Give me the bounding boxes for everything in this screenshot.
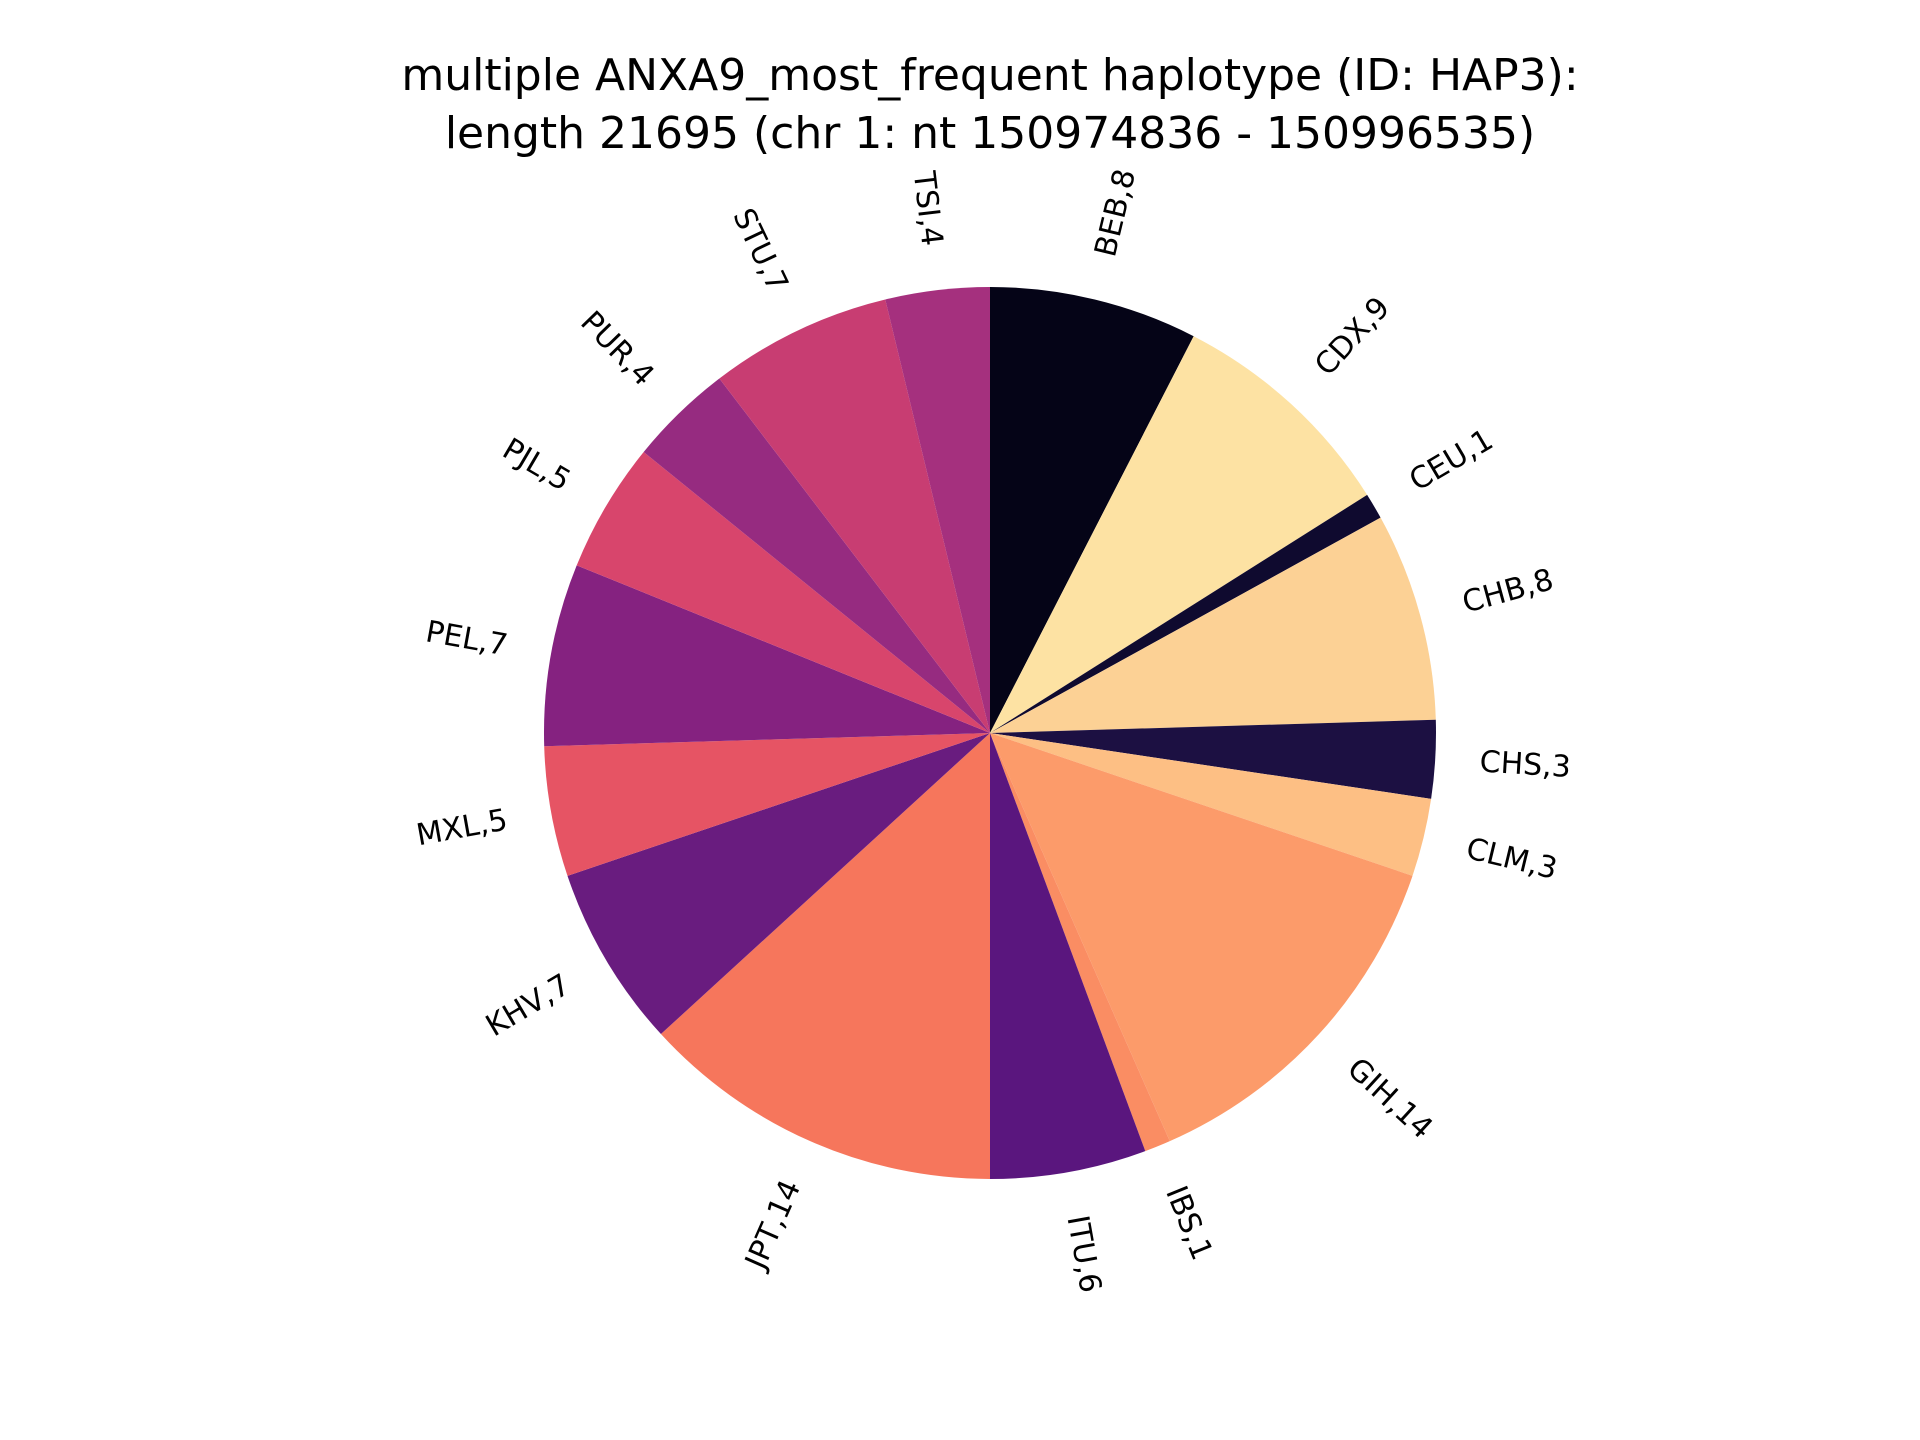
pie-label-stu: STU,7: [725, 203, 794, 297]
pie-slice-clm: [990, 733, 1432, 876]
pie-label-ceu: CEU,1: [1404, 422, 1500, 498]
pie-label-jpt: JPT,14: [738, 1175, 808, 1276]
chart-title-line-1: multiple ANXA9_most_frequent haplotype (…: [401, 50, 1578, 101]
pie-slice-mxl: [544, 733, 990, 876]
pie-slice-ibs: [990, 733, 1170, 1152]
pie-label-cdx: CDX,9: [1308, 290, 1397, 382]
pie-slice-chb: [990, 517, 1436, 733]
pie-label-chb: CHB,8: [1459, 562, 1558, 620]
chart-title-line-2: length 21695 (chr 1: nt 150974836 - 1509…: [445, 108, 1535, 159]
pie-label-ibs: IBS,1: [1158, 1181, 1219, 1265]
pie-label-clm: CLM,3: [1463, 831, 1561, 887]
pie-slice-stu: [719, 299, 990, 733]
pie-slice-tsi: [885, 287, 990, 733]
pie-slice-pel: [544, 565, 990, 747]
pie-label-tsi: TSI,4: [906, 168, 950, 247]
pie-slice-gih: [990, 733, 1413, 1142]
pie-label-pjl: PJL,5: [496, 432, 576, 499]
pie-label-pel: PEL,7: [423, 614, 510, 663]
pie-slice-itu: [990, 733, 1146, 1179]
pie-slices: [544, 287, 1436, 1179]
pie-slice-chs: [990, 719, 1436, 799]
pie-slice-ceu: [990, 494, 1381, 733]
pie-label-itu: ITU,6: [1060, 1213, 1108, 1296]
pie-slice-khv: [567, 733, 990, 1035]
pie-label-beb: BEB,8: [1088, 166, 1143, 260]
pie-slice-jpt: [660, 733, 990, 1179]
pie-label-chs: CHS,3: [1479, 745, 1572, 785]
pie-slice-beb: [990, 287, 1194, 733]
pie-label-khv: KHV,7: [480, 967, 576, 1044]
pie-label-mxl: MXL,5: [414, 803, 511, 854]
pie-slice-pur: [643, 378, 990, 733]
pie-label-gih: GIH,14: [1340, 1051, 1439, 1146]
pie-label-pur: PUR,4: [573, 305, 660, 394]
pie-slice-cdx: [990, 336, 1368, 733]
pie-slice-pjl: [576, 451, 990, 733]
